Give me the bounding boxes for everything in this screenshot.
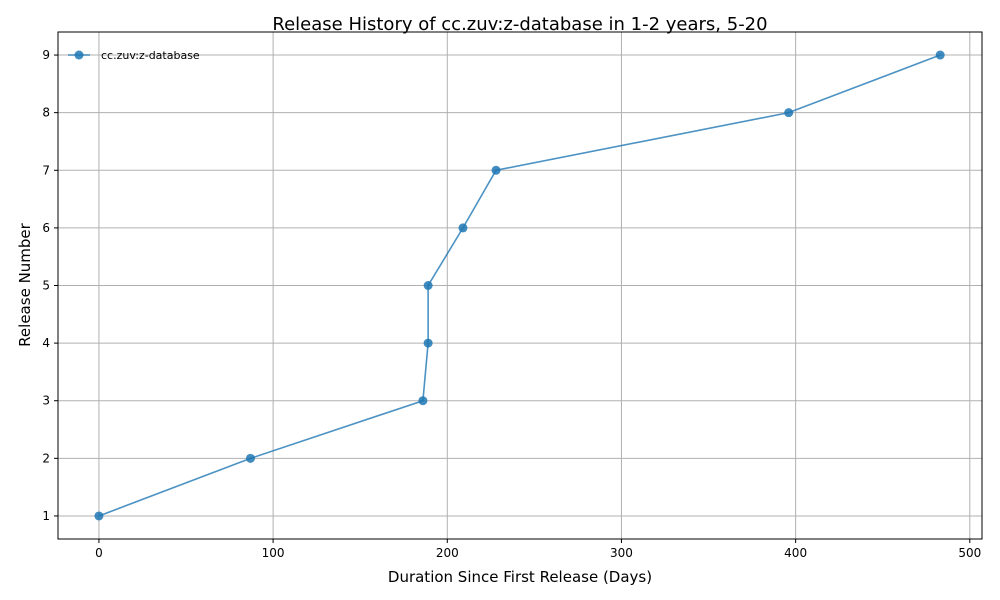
chart-title: Release History of cc.zuv:z-database in …: [272, 14, 767, 35]
y-tick-label: 8: [42, 106, 50, 120]
x-tick-label: 100: [262, 546, 285, 560]
data-point: [935, 50, 945, 60]
y-tick-label: 2: [42, 451, 50, 465]
legend-label: cc.zuv:z-database: [101, 49, 200, 62]
y-tick-label: 5: [42, 279, 50, 293]
y-tick-label: 3: [42, 394, 50, 408]
x-tick-label: 0: [95, 546, 103, 560]
data-point: [491, 165, 501, 175]
data-point: [418, 396, 428, 406]
grid: [58, 32, 982, 539]
y-tick-label: 9: [42, 48, 50, 62]
data-point: [458, 223, 468, 233]
x-axis-label: Duration Since First Release (Days): [388, 568, 652, 586]
y-tick-label: 4: [42, 336, 50, 350]
y-axis-label: Release Number: [16, 222, 34, 346]
legend-marker-icon: [74, 50, 84, 60]
data-point: [94, 511, 104, 521]
series-layer: [94, 50, 945, 521]
data-point: [423, 338, 433, 348]
data-point: [423, 281, 433, 290]
data-point: [245, 453, 255, 463]
x-tick-label: 200: [436, 546, 459, 560]
x-tick-label: 500: [958, 546, 981, 560]
legend: cc.zuv:z-database: [68, 49, 200, 62]
x-tick-label: 300: [610, 546, 633, 560]
y-tick-label: 1: [42, 509, 50, 523]
y-tick-label: 6: [42, 221, 50, 235]
y-tick-label: 7: [42, 163, 50, 177]
data-point: [784, 108, 794, 118]
ticks: 0 100 200 300 400 500 1 2 3 4 5 6 7 8 9: [42, 48, 981, 560]
x-tick-label: 400: [784, 546, 807, 560]
